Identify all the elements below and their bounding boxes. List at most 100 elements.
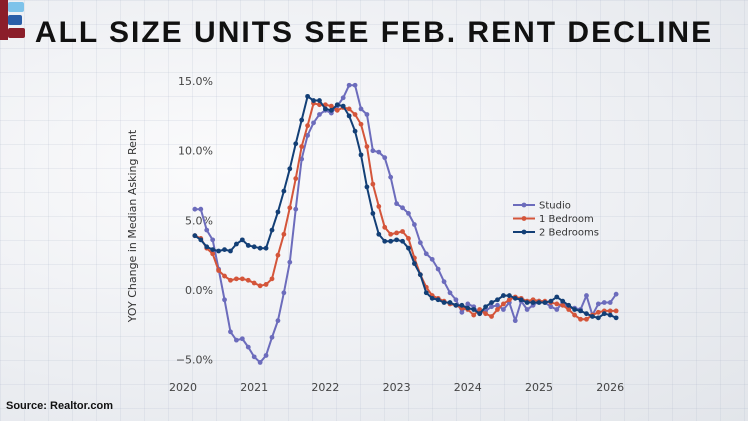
data-point (293, 141, 299, 147)
data-point (489, 314, 494, 319)
data-point (204, 244, 210, 250)
data-point (269, 227, 275, 233)
data-point (613, 291, 619, 297)
series-2-bedrooms (192, 93, 619, 321)
data-point (417, 272, 423, 278)
legend-label: Studio (539, 201, 571, 212)
data-point (257, 283, 263, 289)
data-point (441, 279, 447, 285)
data-point (251, 354, 257, 360)
data-point (548, 298, 554, 304)
data-point (358, 121, 364, 127)
legend-item[interactable]: Studio (513, 201, 571, 212)
y-tick-label: −5.0% (176, 354, 213, 367)
data-point (245, 277, 251, 283)
data-point (275, 209, 281, 215)
data-point (607, 312, 613, 318)
data-point (489, 300, 494, 305)
data-point (311, 98, 316, 103)
data-point (239, 336, 245, 342)
data-point (501, 293, 506, 298)
data-point (376, 149, 382, 155)
data-point (566, 302, 572, 308)
data-point (317, 112, 322, 117)
data-point (542, 300, 548, 305)
data-point (406, 245, 411, 251)
data-point (216, 248, 222, 254)
data-point (234, 241, 239, 247)
data-point (453, 297, 459, 303)
data-point (459, 309, 465, 315)
data-point (251, 280, 257, 286)
legend-item[interactable]: 2 Bedrooms (513, 228, 599, 239)
data-point (584, 316, 589, 322)
data-point (471, 307, 477, 312)
data-point (251, 244, 257, 250)
data-point (245, 344, 251, 350)
data-point (305, 93, 310, 99)
data-point (477, 311, 483, 317)
y-tick-label: 5.0% (185, 214, 213, 227)
data-point (435, 266, 441, 272)
data-point (275, 252, 281, 258)
data-point (554, 307, 560, 312)
data-point (495, 302, 500, 308)
brand-logo (0, 0, 25, 40)
data-point (388, 174, 394, 180)
data-point (204, 227, 210, 233)
data-point (293, 176, 299, 181)
data-point (275, 318, 281, 324)
data-point (483, 304, 488, 310)
data-point (222, 273, 227, 279)
data-point (263, 353, 269, 358)
chart-title: ALL SIZE UNITS SEE FEB. RENT DECLINE (34, 16, 714, 49)
data-point (222, 297, 227, 303)
data-point (406, 236, 411, 241)
data-point (263, 282, 269, 287)
x-tick-label: 2023 (383, 381, 411, 394)
data-point (394, 201, 399, 207)
data-point (370, 148, 376, 154)
data-point (429, 295, 435, 301)
data-point (281, 290, 287, 296)
data-point (299, 117, 305, 123)
data-point (400, 205, 405, 211)
data-point (216, 268, 222, 273)
data-point (340, 103, 346, 109)
data-point (601, 311, 607, 317)
data-point (198, 237, 204, 243)
data-point (489, 304, 494, 310)
legend: Studio 1 Bedroom 2 Bedrooms (513, 201, 599, 239)
data-point (299, 144, 305, 149)
data-point (613, 315, 619, 321)
y-tick-label: 10.0% (178, 145, 213, 158)
data-point (400, 229, 405, 234)
data-point (429, 256, 435, 262)
x-axis-ticks: 2020 2021 2022 2023 2024 2025 2026 (169, 381, 624, 394)
data-point (394, 230, 399, 236)
data-point (578, 316, 583, 322)
data-point (572, 307, 577, 312)
data-point (382, 238, 388, 244)
x-tick-label: 2025 (525, 381, 553, 394)
legend-label: 1 Bedroom (539, 214, 594, 225)
data-point (601, 300, 607, 305)
data-point (317, 98, 322, 103)
data-point (459, 302, 465, 308)
data-point (554, 294, 560, 300)
data-point (477, 307, 483, 312)
data-point (364, 184, 370, 190)
data-point (536, 300, 542, 305)
legend-item[interactable]: 1 Bedroom (513, 214, 594, 225)
data-point (257, 360, 263, 365)
data-point (435, 297, 441, 303)
data-point (370, 181, 376, 187)
data-point (328, 107, 334, 113)
data-point (388, 231, 394, 237)
y-tick-label: 15.0% (178, 75, 213, 88)
data-point (595, 301, 601, 307)
data-point (506, 293, 512, 298)
data-point (257, 245, 263, 251)
data-point (305, 123, 310, 129)
